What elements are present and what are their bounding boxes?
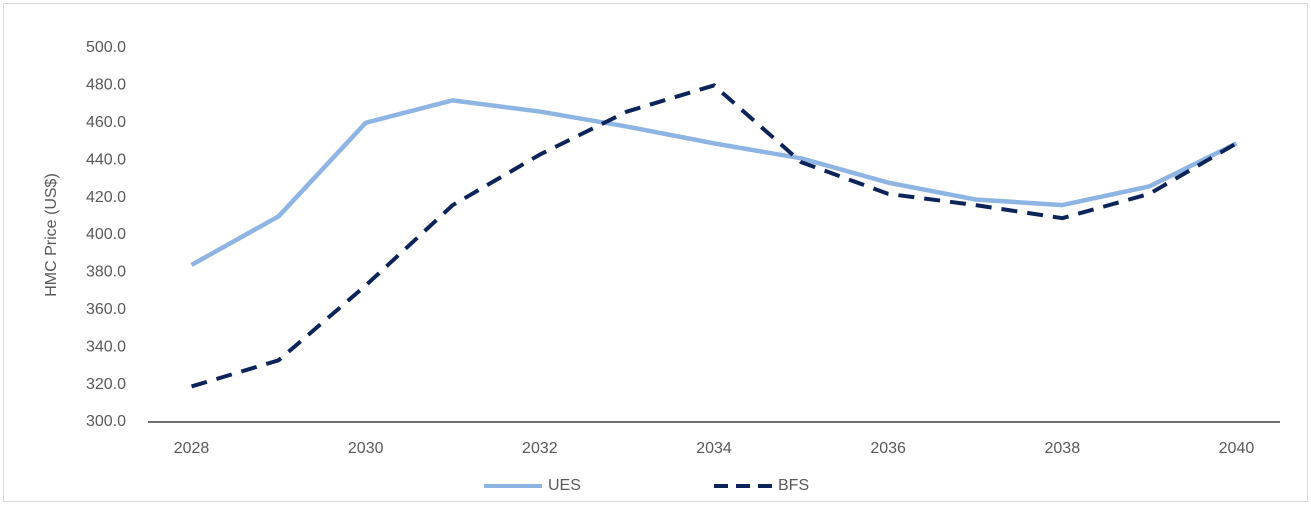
- x-tick-label: 2030: [348, 440, 384, 457]
- y-tick-label: 380.0: [86, 264, 126, 281]
- y-tick-label: 400.0: [86, 226, 126, 243]
- y-tick-label: 440.0: [86, 151, 126, 168]
- x-tick-label: 2032: [522, 440, 558, 457]
- y-tick-label: 420.0: [86, 189, 126, 206]
- y-tick-label: 300.0: [86, 413, 126, 430]
- y-tick-label: 480.0: [86, 77, 126, 94]
- y-axis-label: HMC Price (US$): [43, 173, 60, 297]
- x-tick-label: 2040: [1219, 440, 1255, 457]
- legend-label: UES: [548, 477, 581, 494]
- series-line: [190, 98, 1238, 267]
- x-tick-label: 2038: [1045, 440, 1081, 457]
- x-tick-label: 2028: [174, 440, 210, 457]
- legend-label: BFS: [778, 477, 809, 494]
- y-tick-label: 500.0: [86, 39, 126, 56]
- y-tick-label: 360.0: [86, 301, 126, 318]
- series-line: [190, 83, 1238, 389]
- x-tick-label: 2034: [696, 440, 732, 457]
- y-tick-label: 320.0: [86, 376, 126, 393]
- y-tick-label: 460.0: [86, 114, 126, 131]
- x-tick-label: 2036: [870, 440, 906, 457]
- y-tick-label: 340.0: [86, 338, 126, 355]
- frame: [3, 3, 1308, 502]
